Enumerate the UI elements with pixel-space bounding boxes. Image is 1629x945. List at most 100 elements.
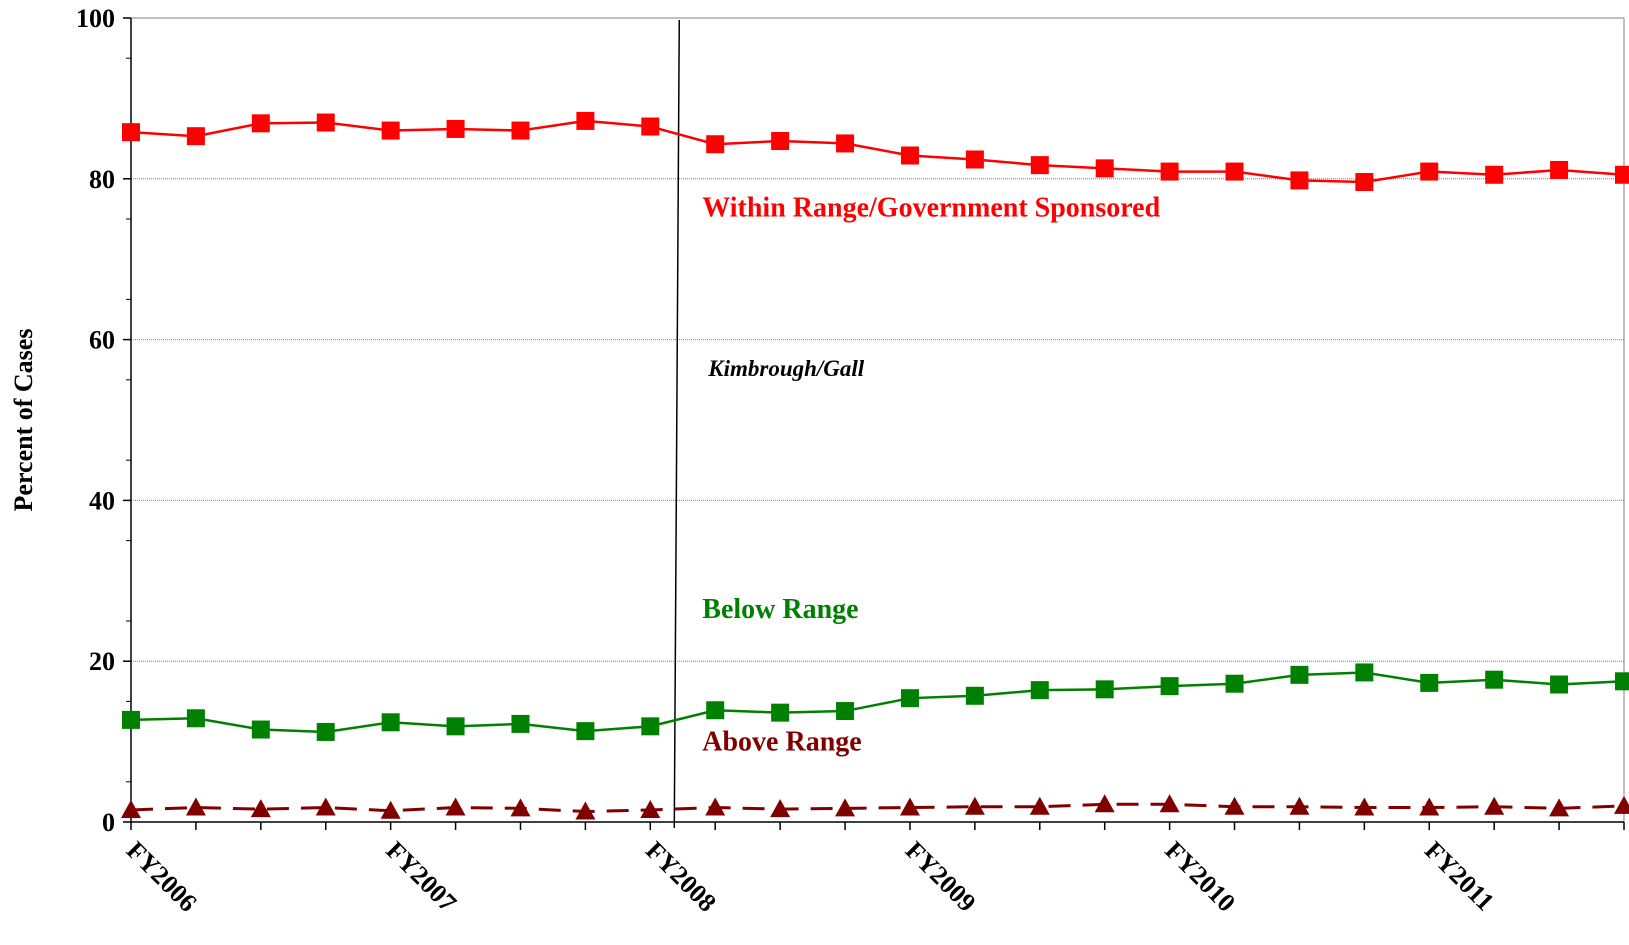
event-marker-label: Kimbrough/Gall bbox=[707, 356, 865, 381]
data-point bbox=[251, 114, 270, 133]
x-tick-label: FY2009 bbox=[900, 836, 982, 918]
data-point bbox=[316, 113, 335, 132]
y-tick-label: 0 bbox=[102, 808, 115, 837]
data-point bbox=[186, 709, 205, 728]
series-label: Above Range bbox=[702, 726, 861, 757]
data-point bbox=[316, 722, 335, 741]
data-point bbox=[122, 710, 140, 729]
y-tick-label: 20 bbox=[89, 647, 115, 676]
series-label: Below Range bbox=[702, 594, 858, 625]
data-point bbox=[576, 722, 595, 741]
data-point bbox=[186, 127, 205, 146]
data-point bbox=[770, 799, 791, 818]
data-point bbox=[1485, 670, 1504, 689]
data-point bbox=[1030, 156, 1049, 175]
data-point bbox=[1159, 794, 1180, 813]
data-point bbox=[1224, 796, 1245, 815]
data-point bbox=[1550, 160, 1569, 179]
data-point bbox=[250, 799, 271, 818]
data-point bbox=[1615, 165, 1629, 184]
data-point bbox=[1420, 162, 1439, 181]
series-layer bbox=[121, 111, 1629, 820]
data-point bbox=[771, 132, 790, 151]
data-point bbox=[1094, 794, 1115, 813]
data-point bbox=[1030, 681, 1049, 700]
data-point bbox=[1160, 677, 1179, 696]
data-point bbox=[380, 800, 401, 819]
data-point bbox=[445, 797, 466, 816]
data-point bbox=[121, 799, 141, 818]
data-point bbox=[771, 703, 790, 722]
data-point bbox=[965, 150, 984, 169]
data-point bbox=[1095, 680, 1114, 699]
event-layer: Kimbrough/Gall bbox=[673, 19, 865, 829]
y-tick-label: 40 bbox=[89, 486, 115, 515]
x-tick-label: FY2006 bbox=[121, 836, 203, 918]
data-point bbox=[185, 797, 206, 816]
x-tick-label: FY2008 bbox=[640, 836, 722, 918]
data-point bbox=[446, 119, 465, 138]
data-point bbox=[1290, 665, 1309, 684]
data-point bbox=[836, 134, 855, 153]
data-point bbox=[511, 714, 530, 733]
data-point bbox=[964, 796, 985, 815]
x-tick-label: FY2011 bbox=[1419, 836, 1500, 917]
data-point bbox=[1484, 796, 1505, 815]
data-point bbox=[1225, 162, 1244, 181]
y-tick-label: 80 bbox=[89, 165, 115, 194]
data-point bbox=[965, 686, 984, 705]
y-axis-title: Percent of Cases bbox=[9, 329, 38, 512]
data-point bbox=[1419, 797, 1440, 816]
data-point bbox=[1420, 673, 1439, 692]
data-point bbox=[446, 717, 465, 736]
y-tick-label: 100 bbox=[76, 4, 115, 33]
data-point bbox=[1095, 159, 1114, 178]
data-point bbox=[576, 111, 595, 130]
event-marker-line bbox=[673, 19, 681, 829]
data-point bbox=[511, 121, 530, 140]
data-point bbox=[1225, 674, 1244, 693]
data-point bbox=[835, 798, 856, 817]
data-point bbox=[900, 689, 919, 708]
data-point bbox=[315, 797, 336, 816]
x-tick-label: FY2007 bbox=[380, 836, 462, 918]
series-line bbox=[130, 119, 1625, 184]
data-point bbox=[836, 702, 855, 721]
data-point bbox=[575, 801, 596, 820]
series-label: Within Range/Government Sponsored bbox=[702, 193, 1160, 224]
data-point bbox=[1290, 171, 1309, 190]
series-line bbox=[130, 802, 1625, 814]
data-point bbox=[1550, 675, 1569, 694]
data-point bbox=[640, 799, 661, 818]
data-point bbox=[899, 797, 920, 816]
y-tick-label: 60 bbox=[89, 326, 115, 355]
data-point bbox=[641, 717, 660, 736]
data-point bbox=[1354, 797, 1375, 816]
data-point bbox=[1160, 162, 1179, 181]
data-point bbox=[381, 121, 400, 140]
data-point bbox=[122, 123, 140, 142]
data-point bbox=[381, 713, 400, 732]
grid-layer bbox=[131, 17, 1625, 822]
series-line bbox=[130, 671, 1625, 734]
data-point bbox=[900, 146, 919, 165]
data-point bbox=[641, 117, 660, 136]
x-tick-label: FY2010 bbox=[1159, 836, 1241, 918]
data-point bbox=[1485, 165, 1504, 184]
data-point bbox=[706, 701, 725, 720]
data-point bbox=[1355, 173, 1374, 192]
data-point bbox=[1549, 798, 1570, 817]
data-point bbox=[251, 720, 270, 739]
data-point bbox=[1289, 796, 1310, 815]
data-point bbox=[1615, 672, 1629, 691]
data-point bbox=[1614, 795, 1629, 814]
data-point bbox=[705, 797, 726, 816]
data-point bbox=[510, 798, 531, 817]
label-layer: Within Range/Government Sponsored Below R… bbox=[702, 193, 1160, 758]
data-point bbox=[706, 135, 725, 154]
axis-layer: 0 20 40 60 80 100 FY2006 FY2007 FY2008 FY2009 FY20… bbox=[9, 4, 1625, 918]
data-point bbox=[1355, 663, 1374, 682]
data-point bbox=[1029, 796, 1050, 815]
